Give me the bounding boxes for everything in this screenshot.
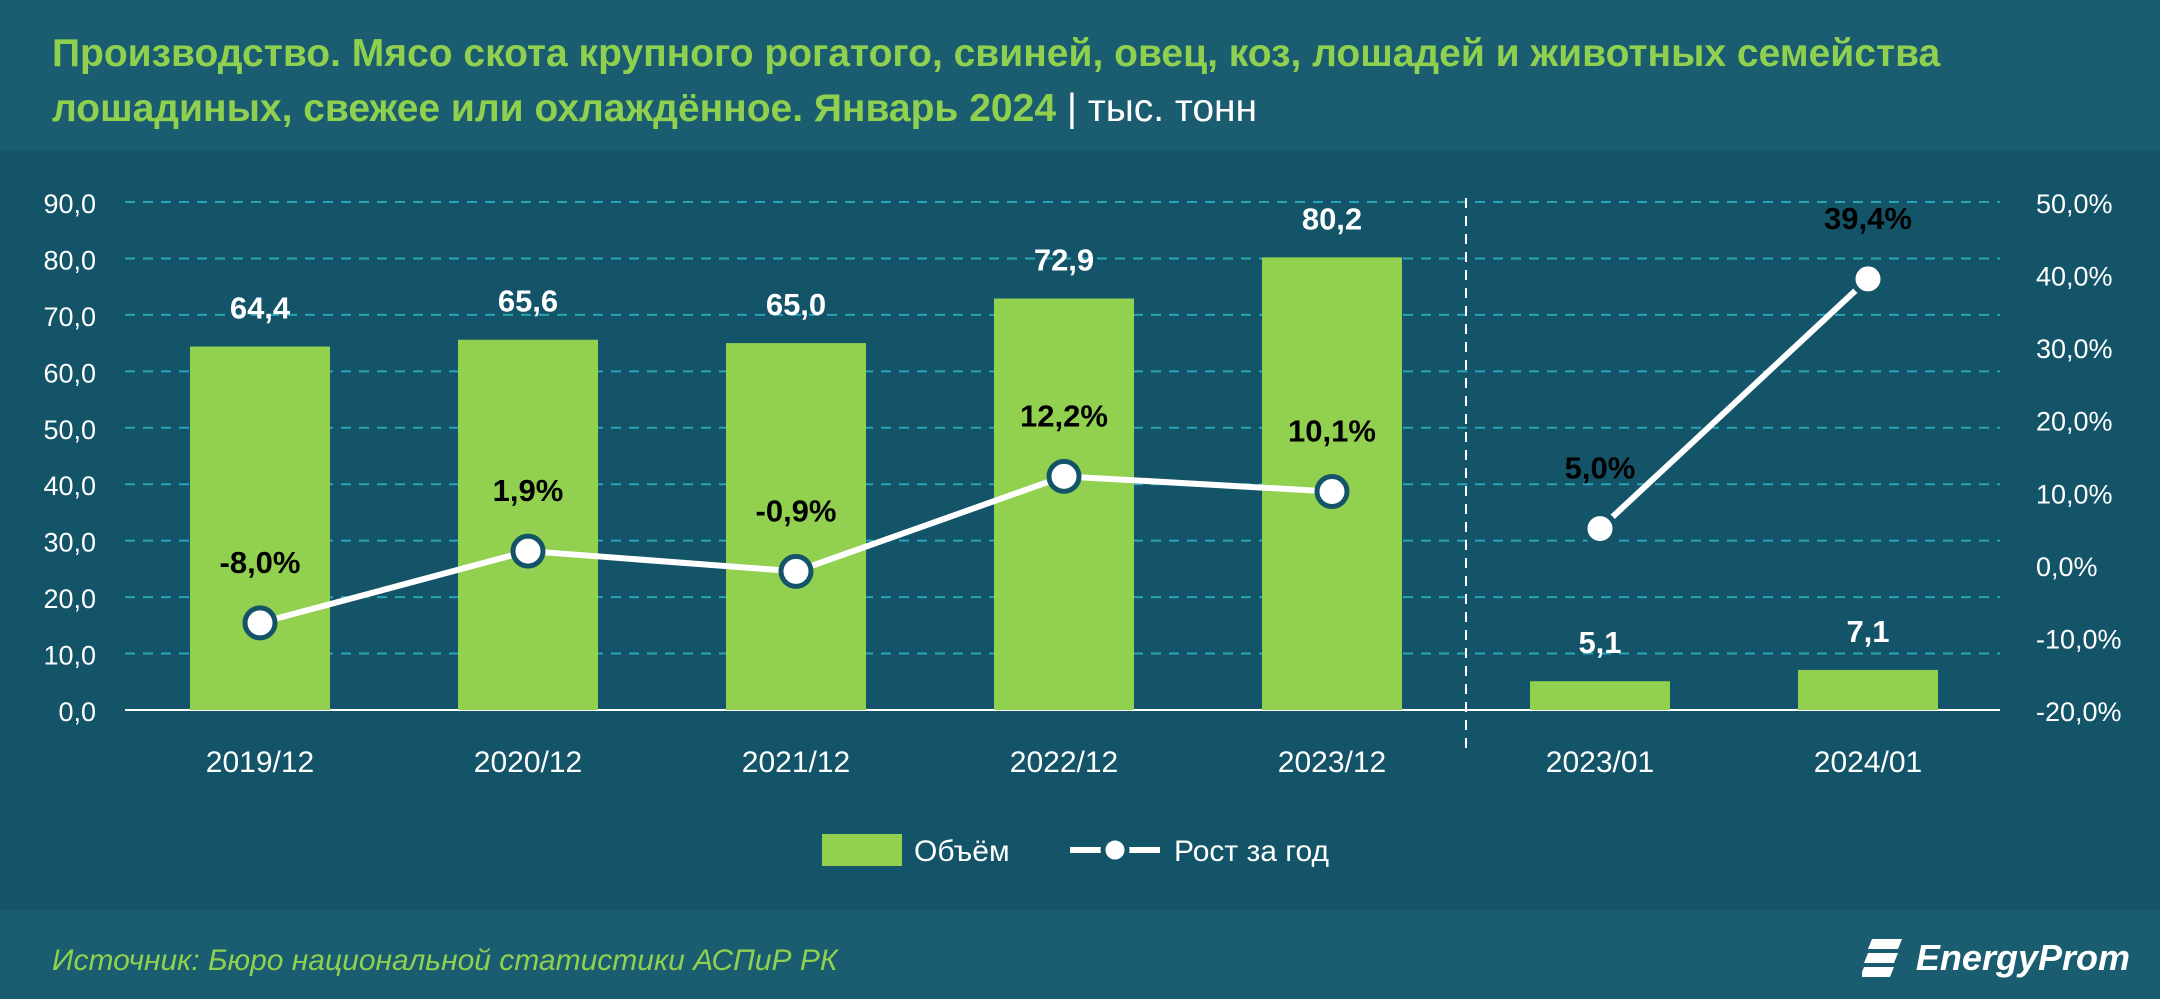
growth-value-label: 10,1% (1288, 414, 1376, 449)
y-right-tick-label: 50,0% (2036, 189, 2113, 219)
x-tick-label: 2023/12 (1278, 746, 1386, 779)
energyprom-logo: EnergyProm (1861, 928, 2130, 988)
y-left-tick-label: 80,0 (43, 245, 96, 275)
x-tick-label: 2020/12 (474, 746, 582, 779)
growth-line (1597, 276, 1871, 531)
y-left-tick-label: 10,0 (43, 641, 96, 671)
y-left-tick-label: 50,0 (43, 415, 96, 445)
chart-svg: 0,0 10,0 20,0 30,0 40,0 50,0 60,0 70,0 80,0 90,0 -… (43, 189, 2122, 868)
y-left-tick-label: 60,0 (43, 358, 96, 388)
bar-value-label: 7,1 (1846, 614, 1889, 649)
chart-footer: Источник: Бюро национальной статистики А… (0, 910, 2160, 999)
bar-value-label: 5,1 (1578, 625, 1621, 660)
y-left-tick-label: 70,0 (43, 302, 96, 332)
plot-area: 0,0 10,0 20,0 30,0 40,0 50,0 60,0 70,0 80,0 90,0 -… (0, 150, 2160, 910)
growth-point-2024/01 (1850, 261, 1886, 297)
legend-label-volume: Объём (914, 835, 1010, 868)
bar-value-label: 72,9 (1034, 243, 1094, 278)
bar-2022/12 (994, 298, 1134, 710)
bar-2021/12 (726, 343, 866, 710)
bar-value-label: 65,6 (498, 284, 558, 319)
y-right-tick-label: 30,0% (2036, 334, 2113, 364)
x-tick-label: 2023/01 (1546, 746, 1654, 779)
x-tick-label: 2022/12 (1010, 746, 1118, 779)
legend-label-growth: Рост за год (1174, 835, 1329, 868)
bar-value-label: 64,4 (230, 290, 291, 325)
y-right-tick-label: 40,0% (2036, 262, 2113, 292)
growth-point-2021/12 (778, 553, 814, 589)
y-left-tick-label: 90,0 (43, 189, 96, 219)
title-unit: тыс. тонн (1087, 87, 1258, 130)
legend-swatch-volume (822, 834, 902, 866)
bar-2019/12 (190, 346, 330, 710)
y-right-tick-label: -20,0% (2036, 697, 2122, 727)
bar-2024/01 (1798, 669, 1938, 710)
growth-point-2023/01 (1582, 511, 1618, 547)
growth-value-label: 5,0% (1565, 451, 1636, 486)
y-right-tick-label: -10,0% (2036, 624, 2122, 654)
x-tick-label: 2019/12 (206, 746, 314, 779)
source-note: Источник: Бюро национальной статистики А… (52, 944, 838, 977)
growth-value-label: -0,9% (756, 493, 837, 528)
chart-title: Производство. Мясо скота крупного рогато… (52, 26, 2112, 136)
title-separator: | (1066, 87, 1077, 130)
y-left-tick-label: 20,0 (43, 584, 96, 614)
bar-value-label: 65,0 (766, 287, 826, 322)
energyprom-icon (1861, 939, 1902, 977)
growth-point-2019/12 (242, 605, 278, 641)
y-right-tick-label: 20,0% (2036, 407, 2113, 437)
y-left-tick-label: 30,0 (43, 528, 96, 558)
bar-2020/12 (458, 339, 598, 710)
y-left-tick-label: 40,0 (43, 471, 96, 501)
bar-2023/01 (1530, 681, 1670, 710)
y-right-tick-label: 0,0% (2036, 552, 2098, 582)
x-tick-label: 2024/01 (1814, 746, 1922, 779)
title-text: Производство. Мясо скота крупного рогато… (52, 32, 1941, 130)
bar-value-label: 80,2 (1302, 201, 1362, 236)
growth-point-2022/12 (1046, 458, 1082, 494)
logo-text: EnergyProm (1915, 937, 2130, 978)
growth-value-label: -8,0% (220, 545, 301, 580)
growth-value-label: 1,9% (493, 473, 564, 508)
x-tick-label: 2021/12 (742, 746, 850, 779)
chart-header: Производство. Мясо скота крупного рогато… (0, 0, 2160, 150)
growth-point-2023/12 (1314, 474, 1350, 510)
y-left-tick-label: 0,0 (58, 697, 96, 727)
growth-value-label: 12,2% (1020, 398, 1108, 433)
growth-point-2020/12 (510, 533, 546, 569)
growth-value-label: 39,4% (1824, 201, 1912, 236)
y-right-tick-label: 10,0% (2036, 479, 2113, 509)
legend-marker-growth (1100, 835, 1130, 865)
